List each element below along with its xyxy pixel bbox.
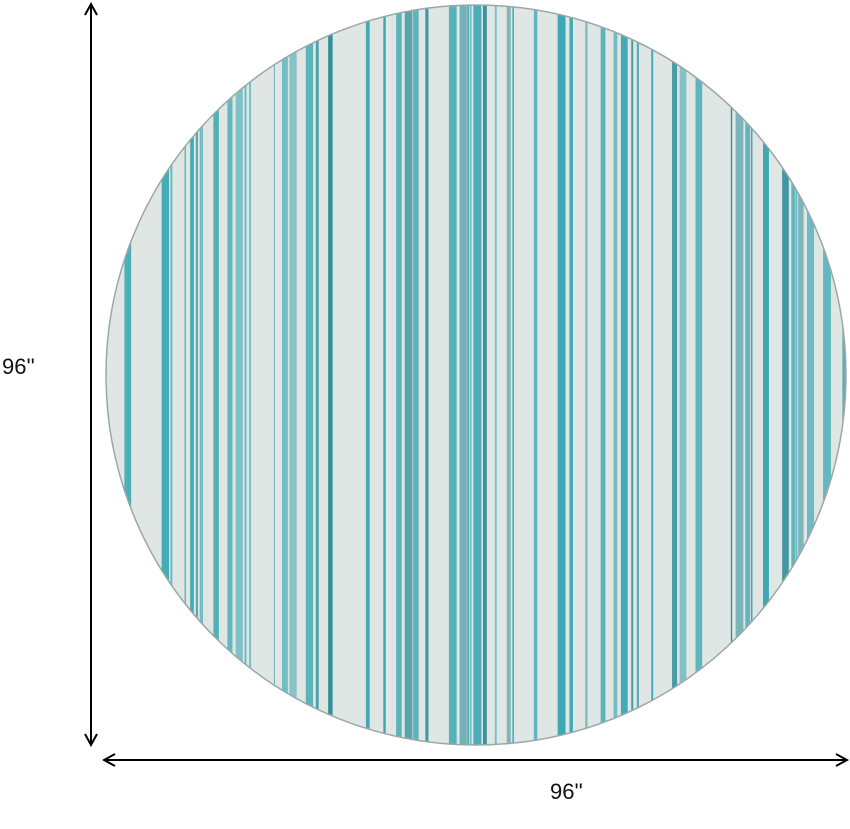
rug-stripe bbox=[469, 5, 472, 745]
rug-stripe bbox=[679, 5, 687, 745]
rug-stripe bbox=[473, 5, 482, 745]
rug-stripe bbox=[244, 5, 247, 745]
rug-stripe bbox=[227, 5, 233, 745]
rug-stripe bbox=[315, 5, 319, 745]
rug-stripe bbox=[620, 5, 628, 745]
rug-stripe bbox=[282, 5, 288, 745]
rug-edge bbox=[105, 4, 847, 746]
rug-stripe bbox=[798, 5, 804, 745]
rug-stripe bbox=[365, 5, 370, 745]
rug-stripe bbox=[600, 5, 606, 745]
rug-stripe bbox=[467, 5, 469, 745]
rug-stripe bbox=[763, 5, 769, 745]
rug-image bbox=[106, 5, 846, 745]
rug-stripe bbox=[506, 5, 511, 745]
rug-stripe bbox=[425, 5, 429, 745]
rug-stripe bbox=[795, 5, 798, 745]
width-label: 96'' bbox=[550, 779, 583, 804]
rug-stripe bbox=[585, 5, 588, 745]
rug-stripe bbox=[494, 5, 497, 745]
rug-stripe bbox=[735, 5, 744, 745]
rug-stripe bbox=[249, 5, 252, 745]
rug-stripe bbox=[184, 5, 186, 745]
rug-stripe bbox=[672, 5, 678, 745]
rug-stripe bbox=[842, 5, 846, 745]
rug-stripe bbox=[651, 5, 654, 745]
rug-stripe bbox=[328, 5, 333, 745]
rug-stripe bbox=[199, 5, 204, 745]
rug-stripe bbox=[482, 5, 487, 745]
rug-stripe bbox=[782, 5, 789, 745]
rug-stripe bbox=[396, 5, 402, 745]
rug-stripe bbox=[213, 5, 219, 745]
rug-stripe bbox=[791, 5, 796, 745]
rug-stripe bbox=[404, 5, 413, 745]
rug-stripe bbox=[273, 5, 275, 745]
rug-stripe bbox=[631, 5, 634, 745]
rug-stripe bbox=[195, 5, 198, 745]
rug-stripe bbox=[695, 5, 703, 745]
rug-stripe bbox=[190, 5, 194, 745]
rug-stripe bbox=[459, 5, 467, 745]
rug-stripe bbox=[235, 5, 243, 745]
rug-stripe bbox=[448, 5, 457, 745]
rug-stripe bbox=[569, 5, 573, 745]
rug-stripe bbox=[636, 5, 640, 745]
rug-stripe bbox=[161, 5, 169, 745]
rug-stripe bbox=[730, 5, 733, 745]
rug-stripe bbox=[305, 5, 314, 745]
rug-stripe bbox=[823, 5, 832, 745]
rug-stripe bbox=[383, 5, 386, 745]
rug-stripe bbox=[806, 5, 815, 745]
height-label: 96'' bbox=[2, 354, 35, 379]
rug-stripe bbox=[170, 5, 173, 745]
rug-stripe bbox=[745, 5, 751, 745]
rug-stripe bbox=[751, 5, 753, 745]
rug-stripe bbox=[289, 5, 297, 745]
rug-stripe bbox=[512, 5, 515, 745]
rug-stripe bbox=[557, 5, 566, 745]
rug-stripe bbox=[124, 5, 132, 745]
rug-stripe bbox=[413, 5, 419, 745]
rug-stripe bbox=[613, 5, 618, 745]
rug-stripe bbox=[533, 5, 538, 745]
